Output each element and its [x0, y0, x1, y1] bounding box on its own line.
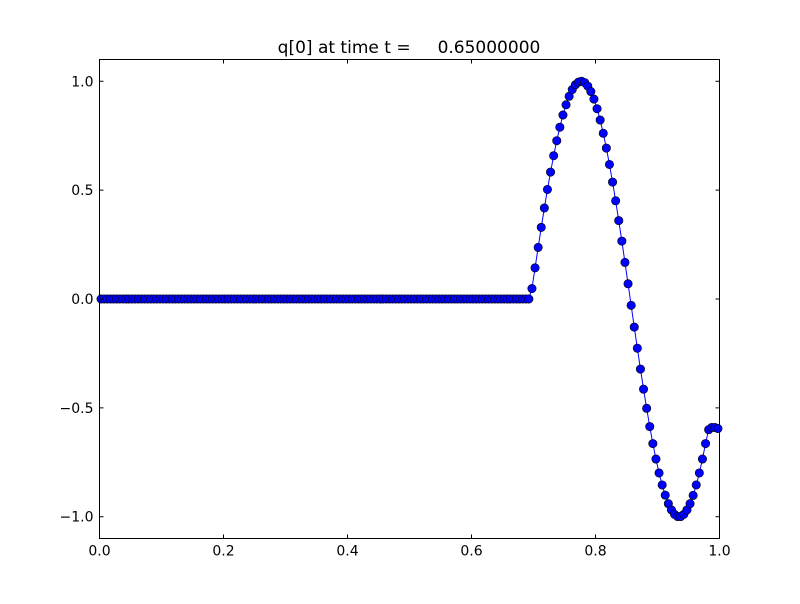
x-tick-label: 0.8 [584, 544, 606, 560]
data-point [542, 184, 552, 194]
x-tick-label: 1.0 [708, 544, 730, 560]
x-tick-label: 0.0 [88, 544, 110, 560]
data-point [555, 122, 565, 132]
data-point [614, 216, 624, 226]
data-point [642, 403, 652, 413]
data-point [595, 115, 605, 125]
axis-ticks: 0.0 0.2 0.4 0.6 0.8 1.0 −1.0 −0.5 0.0 0.5 1.0 [60, 59, 731, 560]
data-point [617, 236, 627, 246]
data-point [635, 364, 645, 374]
y-tick-label: 0.0 [71, 292, 93, 308]
x-tick-label: 0.4 [336, 544, 358, 560]
data-point [626, 300, 636, 310]
data-point [694, 468, 704, 478]
data-point [697, 454, 707, 464]
data-point [701, 439, 711, 449]
data-point [632, 343, 642, 353]
data-point [611, 196, 621, 206]
data-point [654, 468, 664, 478]
data-point [623, 279, 633, 289]
data-point [691, 480, 701, 490]
data-series [96, 76, 723, 522]
data-point [561, 100, 571, 110]
data-point [558, 110, 568, 120]
data-point [527, 284, 537, 294]
data-point [598, 128, 608, 138]
data-point [685, 499, 695, 509]
data-point [620, 257, 630, 267]
data-point [645, 422, 655, 432]
data-point [601, 143, 611, 153]
y-tick-label: 0.5 [71, 183, 93, 199]
x-tick-label: 0.6 [460, 544, 482, 560]
data-point [524, 294, 534, 304]
data-point [539, 203, 549, 213]
data-point [648, 439, 658, 449]
y-tick-label: −0.5 [60, 401, 94, 417]
chart-title: q[0] at time t = 0.65000000 [278, 38, 541, 58]
data-point [533, 242, 543, 252]
data-point [530, 263, 540, 273]
data-point [657, 480, 667, 490]
data-point [552, 136, 562, 146]
axes-frame [99, 59, 720, 539]
data-point [608, 177, 618, 187]
data-point [651, 454, 661, 464]
data-point [586, 87, 596, 97]
y-tick-label: 1.0 [71, 74, 93, 90]
data-point [713, 424, 723, 434]
data-point [604, 159, 614, 169]
x-tick-label: 0.2 [212, 544, 234, 560]
y-tick-label: −1.0 [60, 510, 94, 526]
data-point [639, 384, 649, 394]
data-point [549, 151, 559, 161]
data-point [536, 222, 546, 232]
data-point [629, 322, 639, 332]
data-point [589, 94, 599, 104]
data-point [546, 167, 556, 177]
data-point [660, 490, 670, 500]
data-point [592, 104, 602, 114]
data-point [688, 490, 698, 500]
